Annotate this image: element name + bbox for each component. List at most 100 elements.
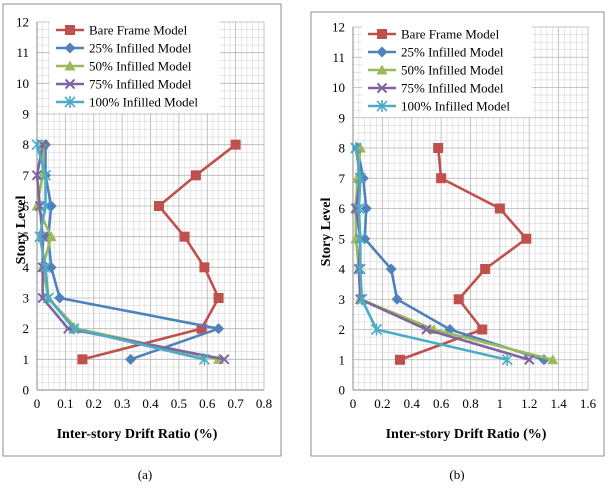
y-tick-label: 8 [339, 141, 346, 156]
data-point-25pct-infilled-model [385, 263, 397, 275]
data-point-100pct-infilled-model [353, 202, 365, 215]
y-tick-label: 5 [339, 231, 346, 246]
panel-a-x-axis-title: Inter-story Drift Ratio (%) [57, 427, 218, 442]
data-point-100pct-infilled-model [42, 292, 54, 304]
legend-item: Bare Frame Model [56, 23, 188, 38]
y-tick-label: 7 [23, 168, 30, 183]
legend-label: 100% Infilled Model [401, 99, 510, 114]
x-tick-label: 0 [34, 396, 41, 411]
legend-label: 75% Infilled Model [401, 81, 504, 96]
legend-marker [65, 25, 75, 35]
data-point-50pct-infilled-model [45, 231, 57, 242]
series-line-25pct-infilled-model [356, 147, 545, 361]
x-tick-label: 0.8 [462, 396, 478, 411]
y-tick-label: 11 [16, 45, 29, 60]
x-tick-label: 0.6 [433, 396, 450, 411]
legend-label: Bare Frame Model [401, 27, 500, 42]
legend-item: Bare Frame Model [368, 27, 500, 42]
x-tick-label: 0.7 [228, 396, 245, 411]
data-point-25pct-infilled-model [213, 323, 225, 335]
x-tick-label: 0.1 [57, 396, 73, 411]
x-tick-label: 0.3 [114, 396, 130, 411]
series-bare-frame-model [395, 143, 532, 365]
panel-a-legend: Bare Frame Model 25% Infilled Model 50% In… [50, 19, 220, 113]
data-point-25pct-infilled-model [360, 203, 372, 214]
x-tick-label: 0.4 [404, 396, 421, 411]
data-point-100pct-infilled-model [34, 230, 46, 243]
x-tick-label: 0.2 [86, 396, 102, 411]
data-point-75pct-infilled-model [524, 354, 535, 365]
data-point-bare-frame-model [190, 170, 201, 181]
x-tick-label: 0.2 [374, 396, 390, 411]
legend-label: 50% Infilled Model [89, 59, 192, 74]
legend-label: 100% Infilled Model [89, 95, 198, 110]
data-point-75pct-infilled-model [219, 354, 230, 365]
y-tick-label: 6 [339, 201, 346, 216]
legend-item: 100% Infilled Model [56, 95, 198, 110]
x-tick-label: 1 [497, 396, 504, 411]
legend-marker [376, 64, 388, 75]
data-point-100pct-infilled-model [39, 200, 52, 212]
legend-marker [64, 60, 76, 71]
data-point-100pct-infilled-model [356, 293, 368, 306]
y-tick-label: 4 [23, 260, 30, 275]
legend-item: 25% Infilled Model [368, 45, 504, 60]
series-line-50pct-infilled-model [354, 147, 554, 362]
data-point-100pct-infilled-model [31, 138, 43, 151]
y-tick-label: 0 [23, 383, 30, 398]
legend-item: 50% Infilled Model [368, 63, 504, 78]
data-point-100pct-infilled-model [370, 323, 383, 336]
panel-a-y-axis-title: Story Level [14, 195, 29, 264]
x-tick-label: 0.6 [199, 396, 216, 411]
data-point-100pct-infilled-model [39, 169, 52, 182]
data-point-100pct-infilled-model [68, 322, 80, 335]
data-point-25pct-infilled-model [391, 293, 403, 305]
data-point-bare-frame-model [154, 201, 165, 211]
data-point-100pct-infilled-model [354, 263, 366, 275]
series-line-bare-frame-model [399, 147, 528, 361]
y-tick-label: 9 [339, 110, 346, 125]
legend-marker [376, 100, 388, 112]
data-point-75pct-infilled-model [421, 324, 432, 335]
legend-label: 25% Infilled Model [89, 41, 192, 56]
panel-b-x-axis-title: Inter-story Drift Ratio (%) [386, 427, 547, 442]
panel-a-series [31, 138, 241, 366]
y-tick-label: 1 [339, 352, 346, 367]
data-point-bare-frame-model [433, 143, 444, 153]
y-tick-label: 6 [23, 199, 30, 214]
y-tick-label: 11 [332, 50, 345, 65]
data-point-bare-frame-model [77, 354, 88, 365]
data-point-bare-frame-model [494, 203, 505, 214]
series-100pct-infilled-model [31, 138, 210, 366]
x-tick-label: 0.8 [256, 396, 272, 411]
panel-a-ticks: 0 0.1 0.2 0.3 0.4 0.5 0.6 0.7 0.8012345678910111… [16, 15, 272, 412]
legend-item: 50% Infilled Model [56, 59, 192, 74]
legend-label: Bare Frame Model [89, 23, 188, 38]
data-point-100pct-infilled-model [354, 232, 366, 245]
data-point-75pct-infilled-model [353, 263, 365, 275]
y-tick-label: 10 [16, 76, 29, 91]
data-point-bare-frame-model [230, 139, 241, 150]
data-point-bare-frame-model [480, 264, 491, 274]
y-tick-label: 10 [332, 80, 345, 95]
panel-b: 0 0.2 0.4 0.6 0.8 1 1.2 1.4 1.60123456789101112 … [310, 11, 605, 457]
legend-label: 50% Infilled Model [401, 63, 504, 78]
panel-a: 0 0.1 0.2 0.3 0.4 0.5 0.6 0.7 0.8012345678910111… [2, 3, 282, 457]
data-point-100pct-infilled-model [198, 353, 210, 366]
legend-label: 75% Infilled Model [89, 77, 192, 92]
legend-label: 25% Infilled Model [401, 45, 504, 60]
y-tick-label: 3 [339, 292, 346, 307]
data-point-bare-frame-model [213, 293, 224, 303]
data-point-100pct-infilled-model [39, 261, 52, 274]
y-tick-label: 2 [23, 321, 30, 336]
legend-item: 75% Infilled Model [368, 81, 504, 96]
legend-marker [64, 78, 76, 90]
legend-item: 25% Infilled Model [56, 41, 192, 56]
data-point-50pct-infilled-model [547, 354, 559, 365]
data-point-bare-frame-model [179, 231, 190, 242]
data-point-100pct-infilled-model [501, 353, 513, 366]
x-tick-label: 0.4 [142, 396, 159, 411]
data-point-bare-frame-model [196, 323, 207, 334]
